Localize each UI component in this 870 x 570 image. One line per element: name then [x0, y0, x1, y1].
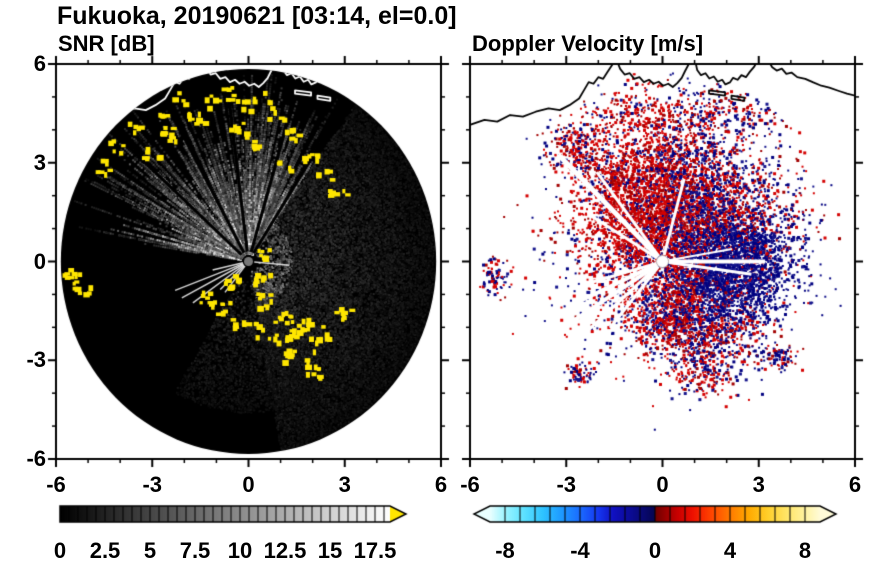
x-axis-tick-label: 0: [656, 472, 669, 497]
y-axis-tick-label: 0: [33, 248, 46, 274]
colorbar-tick-label: -8: [495, 538, 515, 563]
colorbar-tick-label: 8: [798, 538, 812, 563]
colorbar-tick-label: 17.5: [353, 538, 397, 563]
figure-title: Fukuoka, 20190621 [03:14, el=0.0]: [57, 2, 457, 30]
snr-panel-title: SNR [dB]: [58, 31, 155, 56]
colorbar-tick-label: 12.5: [263, 538, 307, 563]
x-axis-tick-label: -3: [556, 472, 577, 497]
colorbar-tick-label: 5: [143, 538, 157, 563]
y-axis-tick-label: 3: [33, 149, 46, 175]
velocity-panel-title: Doppler Velocity [m/s]: [472, 31, 704, 56]
y-axis-tick-label: -6: [26, 446, 46, 471]
x-axis-tick-label: 6: [434, 472, 448, 497]
colorbar-tick-label: 0: [648, 538, 662, 563]
x-axis-tick-label: -3: [142, 472, 163, 497]
x-axis-tick-label: 6: [848, 472, 862, 497]
y-axis-tick-label: -3: [26, 347, 46, 373]
x-axis-tick-label: 3: [338, 472, 351, 497]
colorbar-tick-label: 4: [723, 538, 737, 563]
x-axis-tick-label: 0: [242, 472, 255, 497]
colorbar-tick-label: -4: [570, 538, 590, 563]
x-axis-tick-label: -6: [460, 472, 480, 497]
x-axis-tick-label: -6: [46, 472, 66, 497]
colorbar-tick-label: 0: [53, 538, 67, 563]
colorbar-tick-label: 15: [317, 538, 343, 563]
colorbar-tick-label: 10: [227, 538, 253, 563]
colorbar-tick-label: 7.5: [179, 538, 211, 563]
x-axis-tick-label: 3: [752, 472, 765, 497]
colorbar-tick-label: 2.5: [89, 538, 121, 563]
y-axis-tick-label: 6: [33, 51, 46, 76]
